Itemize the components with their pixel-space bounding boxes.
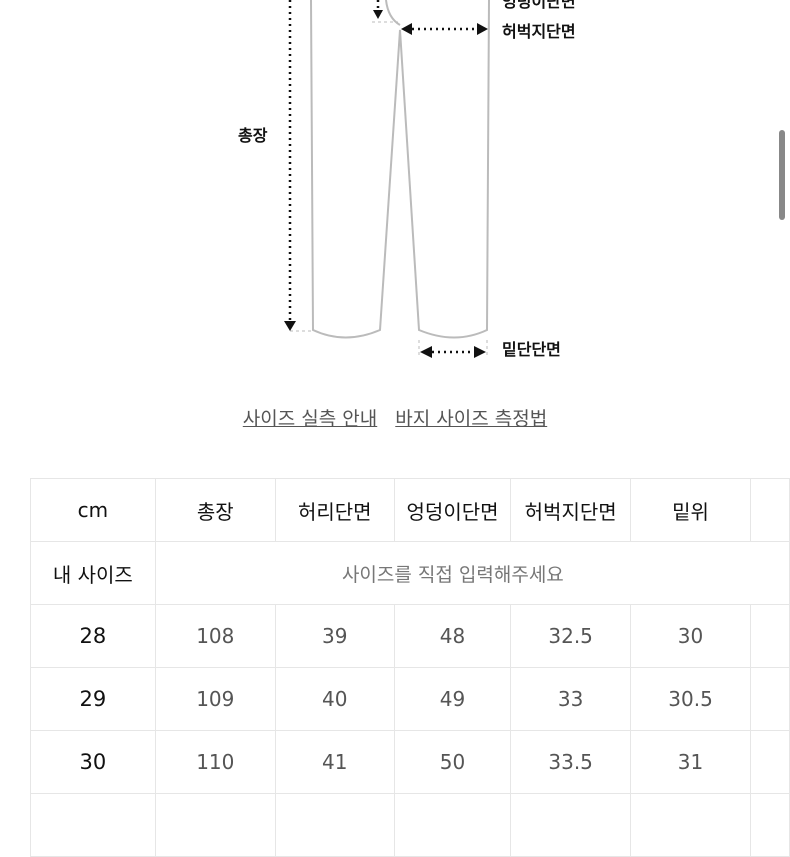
- value-cell: 50: [393, 730, 512, 794]
- size-guide-links: 사이즈 실측 안내 바지 사이즈 측정법: [0, 404, 790, 431]
- table-row: [30, 793, 790, 857]
- value-cell: 109: [154, 667, 276, 731]
- table-row: 30 110 41 50 33.5 31: [30, 730, 790, 794]
- arrow-icon: [373, 10, 383, 19]
- value-cell: 32.5: [510, 604, 631, 668]
- value-cell: 31: [629, 730, 752, 794]
- arrow-icon: [401, 23, 412, 35]
- table-row: 29 109 40 49 33 30.5: [30, 667, 790, 731]
- value-cell: [750, 730, 790, 794]
- value-cell: 40: [274, 667, 395, 731]
- arrow-icon: [284, 321, 296, 331]
- label-hip: 엉덩이단면: [502, 0, 576, 11]
- label-length: 총장: [238, 126, 268, 145]
- value-cell: [629, 793, 752, 857]
- header-cell: 허리단면: [274, 478, 395, 542]
- table-header-row: cm 총장 허리단면 엉덩이단면 허벅지단면 밑위: [30, 478, 790, 542]
- table-row: 28 108 39 48 32.5 30: [30, 604, 790, 668]
- value-cell: 110: [154, 730, 276, 794]
- arrow-icon: [477, 23, 488, 35]
- value-cell: 108: [154, 604, 276, 668]
- header-cell: [750, 478, 790, 542]
- arrow-icon: [474, 346, 486, 358]
- size-guide-link[interactable]: 사이즈 실측 안내: [242, 408, 378, 430]
- size-cell: 30: [30, 730, 156, 794]
- size-cell: 29: [30, 667, 156, 731]
- measure-guide-link[interactable]: 바지 사이즈 측정법: [395, 408, 548, 430]
- arrow-icon: [420, 346, 432, 358]
- value-cell: [154, 793, 276, 857]
- header-cell: 허벅지단면: [510, 478, 631, 542]
- size-table: cm 총장 허리단면 엉덩이단면 허벅지단면 밑위 내 사이즈 사이즈를 직접 …: [30, 478, 790, 857]
- value-cell: [274, 793, 395, 857]
- value-cell: [510, 793, 631, 857]
- value-cell: 33: [510, 667, 631, 731]
- value-cell: [750, 604, 790, 668]
- label-hem: 밑단단면: [502, 340, 561, 359]
- my-size-row: 내 사이즈 사이즈를 직접 입력해주세요: [30, 541, 790, 605]
- my-size-input[interactable]: 사이즈를 직접 입력해주세요: [154, 541, 790, 605]
- header-cell: cm: [30, 478, 156, 542]
- label-thigh: 허벅지단면: [502, 22, 576, 41]
- value-cell: 30: [629, 604, 752, 668]
- value-cell: 30.5: [629, 667, 752, 731]
- header-cell: 밑위: [629, 478, 752, 542]
- value-cell: 33.5: [510, 730, 631, 794]
- value-cell: [750, 667, 790, 731]
- header-cell: 총장: [154, 478, 276, 542]
- size-cell: 28: [30, 604, 156, 668]
- pants-measurement-diagram: [284, 0, 490, 358]
- value-cell: 48: [393, 604, 512, 668]
- size-cell: [30, 793, 156, 857]
- value-cell: 41: [274, 730, 395, 794]
- my-size-label: 내 사이즈: [30, 541, 156, 605]
- value-cell: [750, 793, 790, 857]
- value-cell: 39: [274, 604, 395, 668]
- header-cell: 엉덩이단면: [393, 478, 512, 542]
- value-cell: 49: [393, 667, 512, 731]
- value-cell: [393, 793, 512, 857]
- scrollbar[interactable]: [779, 130, 785, 220]
